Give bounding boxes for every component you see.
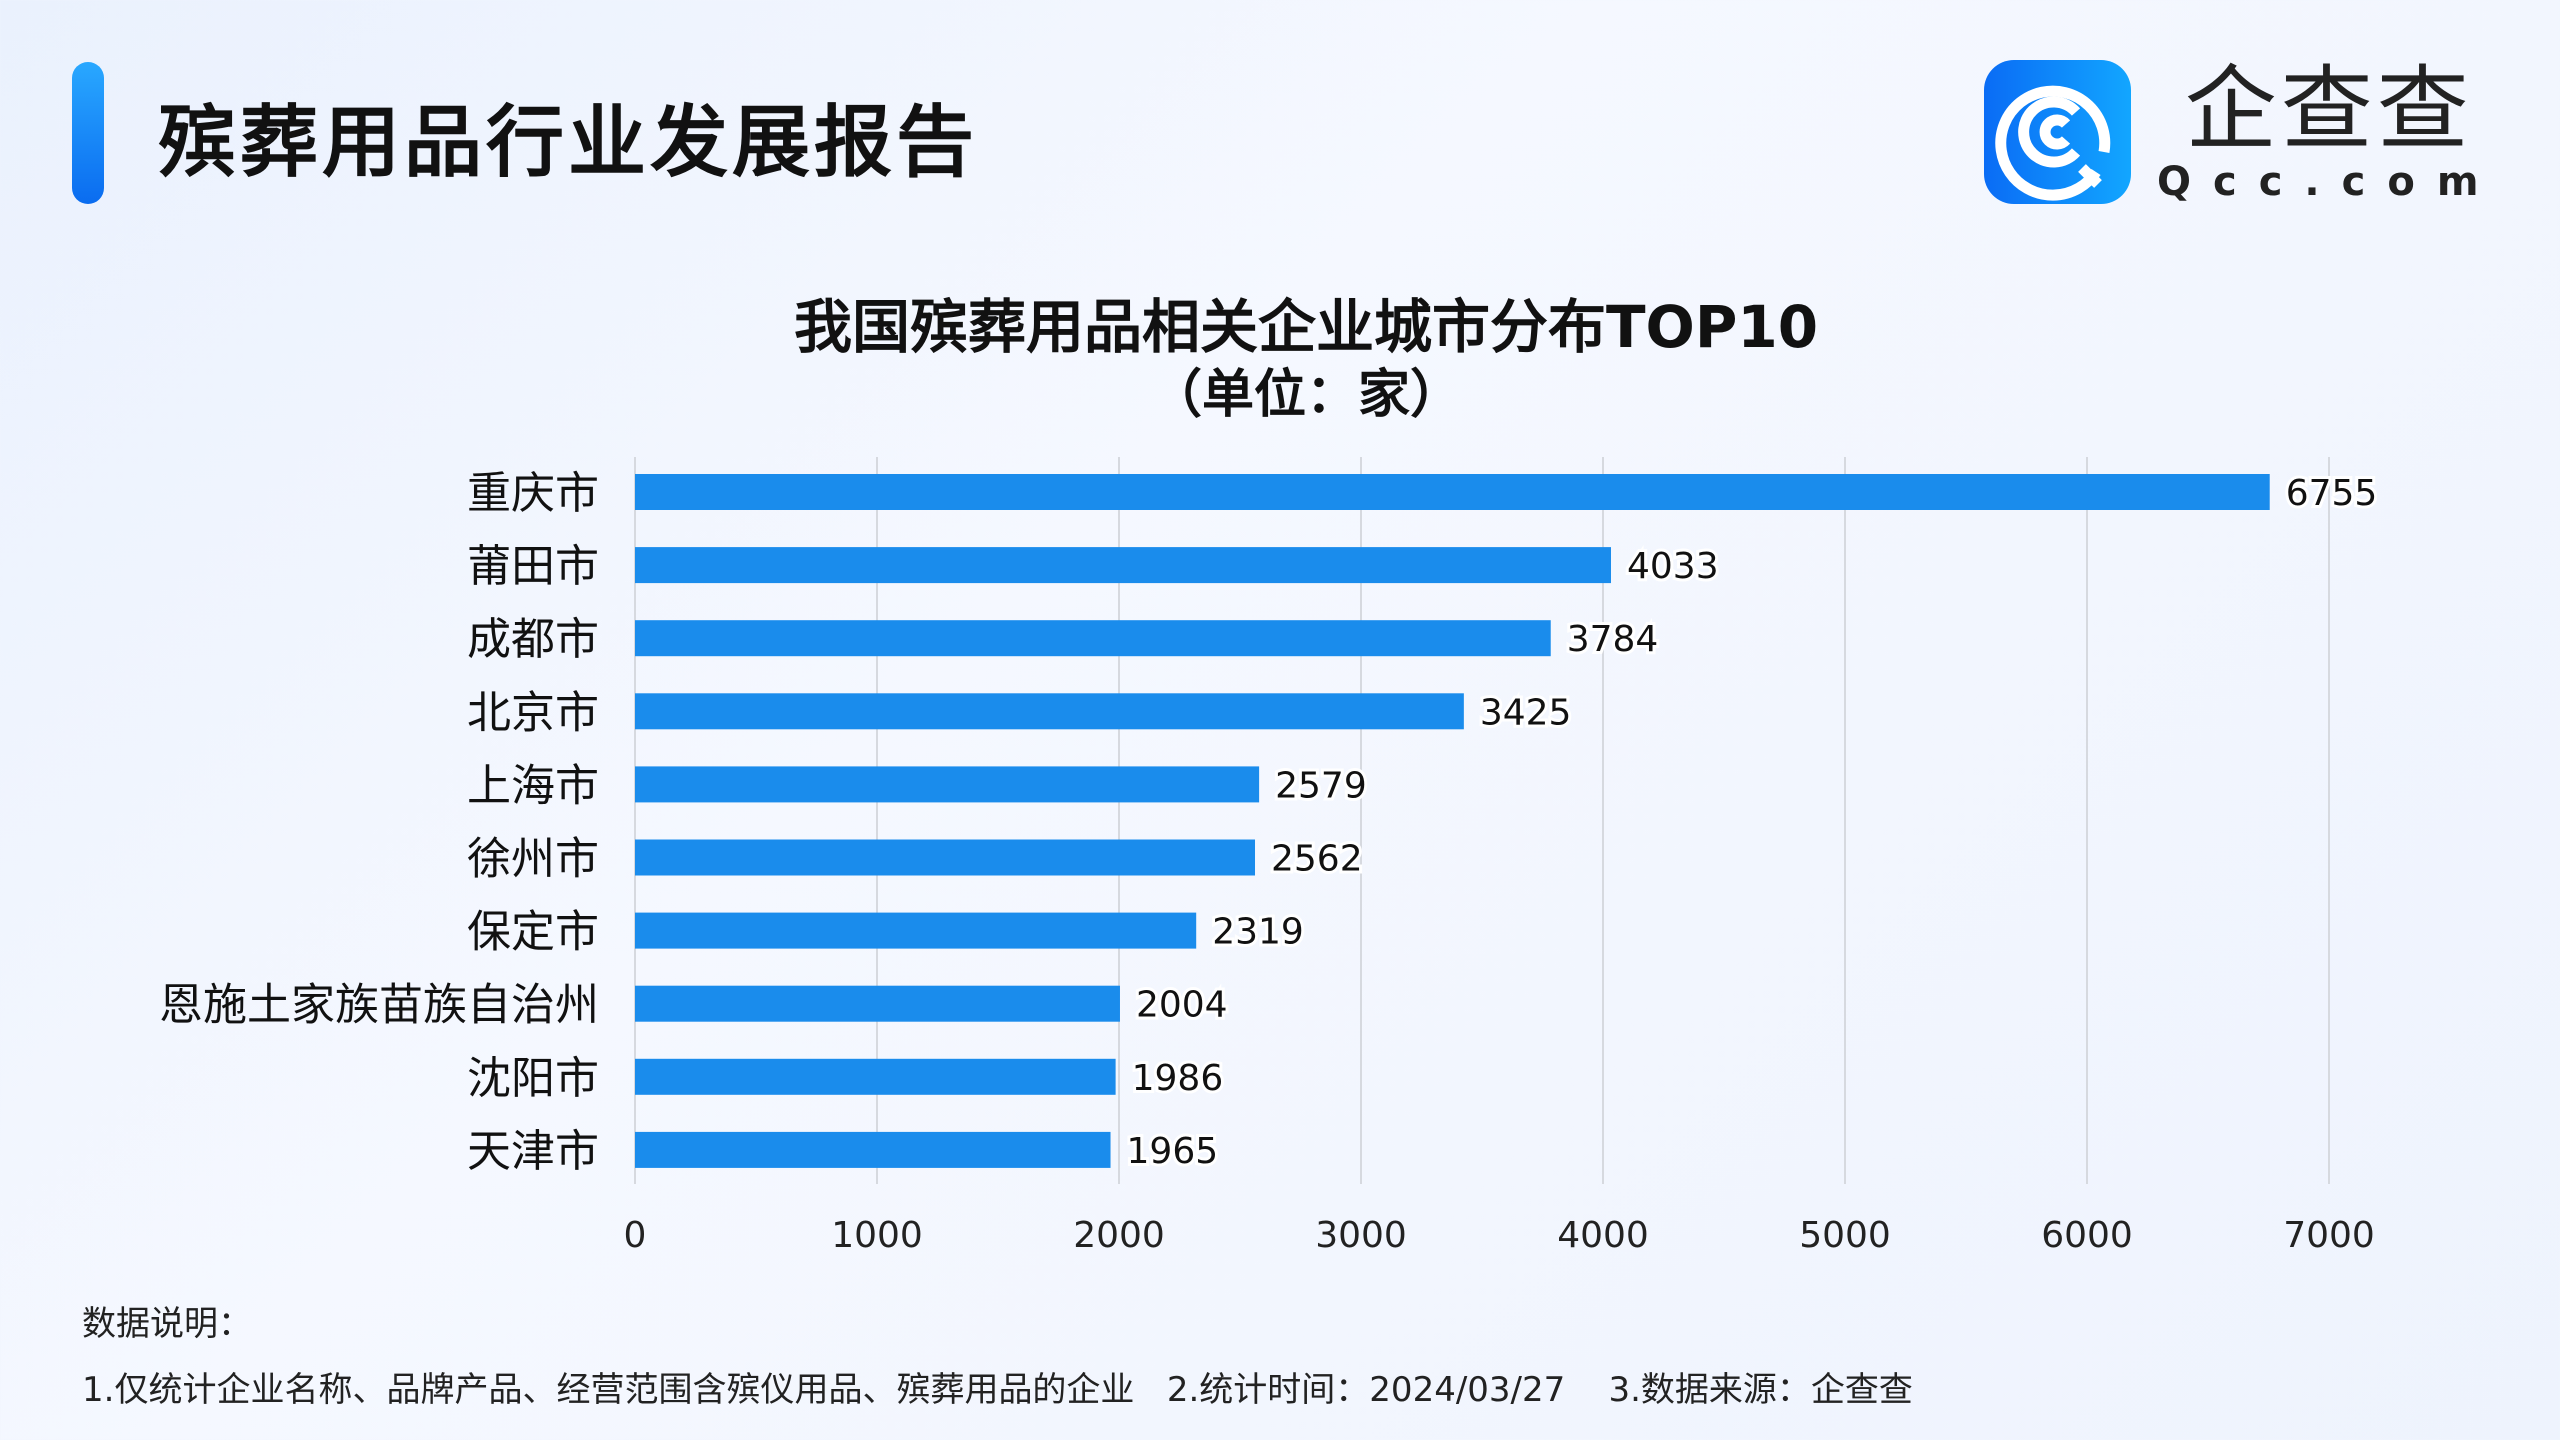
bar [635, 985, 1120, 1022]
value-label: 2004 [1136, 985, 1228, 1026]
qcc-logo-icon [1984, 60, 2131, 204]
bar [635, 1131, 1111, 1168]
value-label: 2579 [1275, 765, 1367, 806]
x-tick-label: 2000 [1073, 1215, 1165, 1256]
logo-en-text: Qcc.com [2157, 159, 2501, 205]
value-label: 2562 [1271, 839, 1363, 880]
chart-title: 我国殡葬用品相关企业城市分布TOP10 [793, 293, 1819, 361]
x-tick-label: 0 [624, 1215, 647, 1256]
x-tick-label: 1000 [831, 1215, 923, 1256]
bar [635, 839, 1256, 876]
bar [635, 693, 1464, 730]
report-title: 殡葬用品行业发展报告 [158, 98, 979, 188]
category-label: 恩施土家族苗族自治州 [159, 980, 599, 1031]
value-label: 4033 [1627, 546, 1719, 587]
value-label: 3425 [1480, 692, 1572, 733]
notes-title: 数据说明： [82, 1304, 252, 1344]
chart-subtitle: （单位：家） [1149, 365, 1462, 425]
category-label: 保定市 [467, 907, 599, 958]
bar [635, 620, 1551, 657]
x-tick-label: 7000 [2283, 1215, 2375, 1256]
category-label: 莆田市 [467, 541, 599, 592]
value-label: 1965 [1127, 1131, 1219, 1172]
category-label: 重庆市 [467, 468, 599, 519]
value-label: 3784 [1567, 619, 1659, 660]
category-label: 上海市 [467, 760, 599, 811]
x-tick-label: 6000 [2041, 1215, 2133, 1256]
accent-bar [72, 62, 104, 204]
x-tick-label: 5000 [1799, 1215, 1891, 1256]
x-tick-label: 3000 [1315, 1215, 1407, 1256]
notes-body: 1.仅统计企业名称、品牌产品、经营范围含殡仪用品、殡葬用品的企业 2.统计时间：… [82, 1370, 1913, 1410]
category-label: 成都市 [467, 614, 599, 665]
category-label: 北京市 [467, 687, 599, 738]
category-label: 沈阳市 [467, 1053, 599, 1104]
qcc-logo: 企查查 Qcc.com [1984, 60, 2501, 204]
bar [635, 1058, 1116, 1095]
bar [635, 912, 1197, 949]
x-tick-label: 4000 [1557, 1215, 1649, 1256]
category-label: 徐州市 [467, 834, 599, 885]
value-label: 6755 [2286, 473, 2378, 514]
bar [635, 547, 1611, 584]
logo-cn-text: 企查查 [2184, 56, 2473, 163]
category-label: 天津市 [467, 1126, 599, 1177]
bar [635, 474, 2270, 510]
value-label: 2319 [1212, 912, 1304, 953]
value-label: 1986 [1132, 1058, 1224, 1099]
bar [635, 766, 1260, 803]
